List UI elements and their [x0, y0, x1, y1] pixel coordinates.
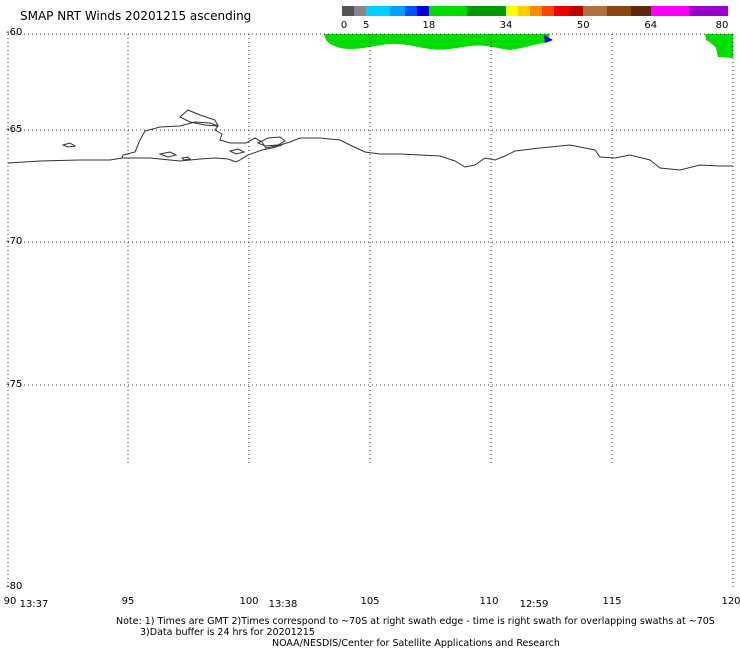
- colorbar-segment: [650, 6, 690, 16]
- colorbar-segment: [607, 6, 632, 16]
- colorbar-segment: [467, 6, 507, 16]
- note-line-1: Note: 1) Times are GMT 2)Times correspon…: [116, 616, 715, 627]
- colorbar-label: 80: [715, 20, 729, 31]
- colorbar-segment: [390, 6, 405, 16]
- colorbar-label: 64: [644, 20, 658, 31]
- colorbar-segment: [518, 6, 531, 16]
- lon-label-115: 115: [602, 596, 622, 607]
- note-line-3: NOAA/NESDIS/Center for Satellite Applica…: [272, 638, 560, 649]
- lat-lon-grid: [7, 33, 734, 590]
- pass-time-1: 13:37: [19, 599, 49, 610]
- antarctic-coastline: [7, 109, 733, 171]
- lat-label-70: -70: [6, 236, 23, 247]
- lon-label-105: 105: [360, 596, 380, 607]
- colorbar-segment: [554, 6, 569, 16]
- colorbar-segment: [366, 6, 391, 16]
- wind-swath-blue-tip: [544, 35, 553, 43]
- colorbar-segment: [506, 6, 519, 16]
- colorbar-segment: [689, 6, 728, 16]
- lat-label-65: -65: [6, 124, 23, 135]
- lat-label-80: -80: [6, 581, 23, 592]
- wind-swath-upper: [324, 34, 550, 50]
- colorbar-label: 18: [422, 20, 436, 31]
- colorbar-segment: [354, 6, 367, 16]
- pass-time-3: 12:59: [519, 599, 549, 610]
- colorbar-segment: [428, 6, 468, 16]
- colorbar-label: 34: [499, 20, 513, 31]
- lon-label-110: 110: [479, 596, 499, 607]
- colorbar-label: 50: [576, 20, 590, 31]
- lon-label-120: 120: [721, 596, 740, 607]
- colorbar-segment: [404, 6, 417, 16]
- map-title: SMAP NRT Winds 20201215 ascending: [20, 9, 252, 23]
- lat-label-60: -60: [6, 27, 23, 38]
- colorbar-segment: [416, 6, 429, 16]
- colorbar-segment: [568, 6, 584, 16]
- pass-time-2: 13:38: [268, 599, 298, 610]
- lon-label-95: 95: [121, 596, 135, 607]
- colorbar-segment: [530, 6, 543, 16]
- lat-label-75: -75: [6, 379, 23, 390]
- colorbar-label: 0: [340, 20, 348, 31]
- colorbar-segment: [631, 6, 651, 16]
- colorbar-segment: [583, 6, 608, 16]
- note-line-2: 3)Data buffer is 24 hrs for 20201215: [140, 627, 315, 638]
- colorbar-segment: [542, 6, 555, 16]
- colorbar-segment: [342, 6, 355, 16]
- lon-label-100: 100: [239, 596, 259, 607]
- colorbar-label: 5: [362, 20, 370, 31]
- lon-label-90: 90: [3, 596, 17, 607]
- wind-speed-colorbar: [342, 6, 728, 16]
- wind-swath-right: [705, 34, 733, 58]
